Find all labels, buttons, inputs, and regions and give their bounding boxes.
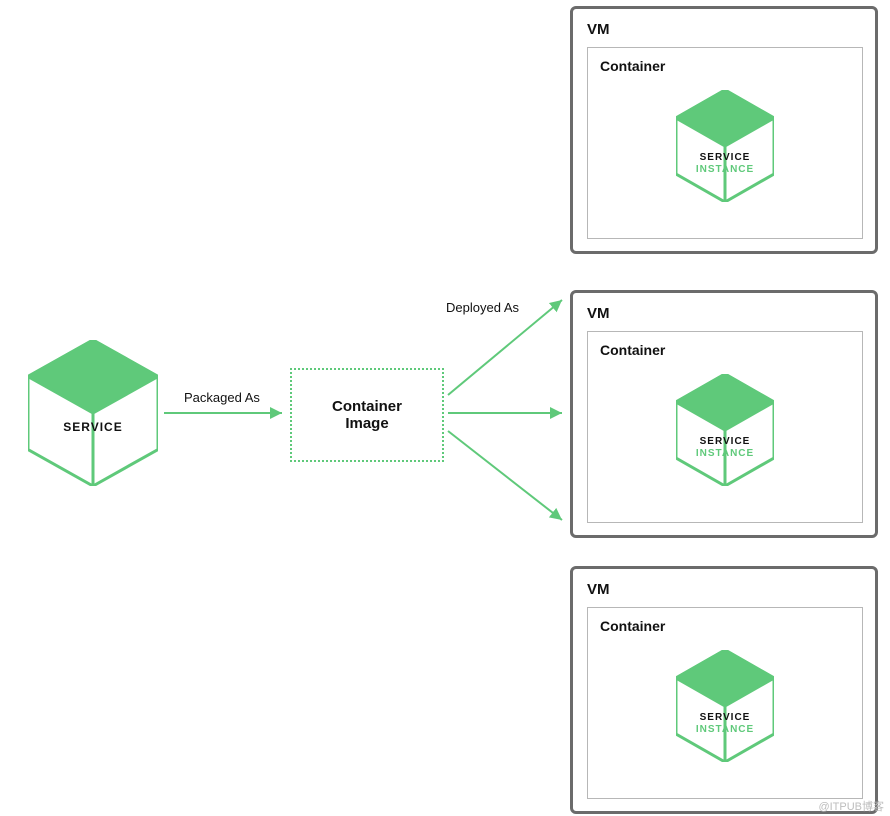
container-title: Container (600, 618, 665, 634)
container-title: Container (600, 342, 665, 358)
service-instance-label-line1: SERVICE (688, 436, 762, 448)
vm-title: VM (587, 581, 610, 598)
hexagon-icon (28, 340, 158, 486)
service-instance-label: SERVICEINSTANCE (688, 152, 762, 176)
watermark: @ITPUB博客 (818, 798, 884, 814)
container-image-label-line2: Image (332, 415, 402, 432)
container-title: Container (600, 58, 665, 74)
service-instance-label: SERVICEINSTANCE (688, 436, 762, 460)
service-instance-label-line2: INSTANCE (688, 724, 762, 736)
service-instance-label-line2: INSTANCE (688, 448, 762, 460)
service-label: SERVICE (48, 420, 138, 434)
edge-arrow (448, 431, 562, 520)
edge-label: Deployed As (446, 300, 519, 315)
hexagon-icon (676, 650, 774, 762)
container-image-node: Container Image (290, 368, 444, 462)
vm-box: VM Container SERVICEINSTANCE (570, 6, 878, 254)
service-hexagon (28, 340, 158, 491)
service-instance-label-line2: INSTANCE (688, 164, 762, 176)
container-box: Container SERVICEINSTANCE (587, 607, 863, 799)
container-image-label-line1: Container (332, 398, 402, 415)
service-instance-hexagon: SERVICEINSTANCE (676, 650, 774, 767)
service-label-line1: SERVICE (63, 420, 122, 434)
container-box: Container SERVICEINSTANCE (587, 331, 863, 523)
service-instance-label-line1: SERVICE (688, 712, 762, 724)
service-instance-label-line1: SERVICE (688, 152, 762, 164)
service-instance-hexagon: SERVICEINSTANCE (676, 90, 774, 207)
hexagon-icon (676, 374, 774, 486)
vm-title: VM (587, 21, 610, 38)
vm-title: VM (587, 305, 610, 322)
vm-box: VM Container SERVICEINSTANCE (570, 290, 878, 538)
container-box: Container SERVICEINSTANCE (587, 47, 863, 239)
service-instance-label: SERVICEINSTANCE (688, 712, 762, 736)
service-instance-hexagon: SERVICEINSTANCE (676, 374, 774, 491)
hexagon-icon (676, 90, 774, 202)
edge-label: Packaged As (184, 390, 260, 405)
vm-box: VM Container SERVICEINSTANCE (570, 566, 878, 814)
diagram-canvas: SERVICE Container Image VM Container SERVI… (0, 0, 890, 816)
